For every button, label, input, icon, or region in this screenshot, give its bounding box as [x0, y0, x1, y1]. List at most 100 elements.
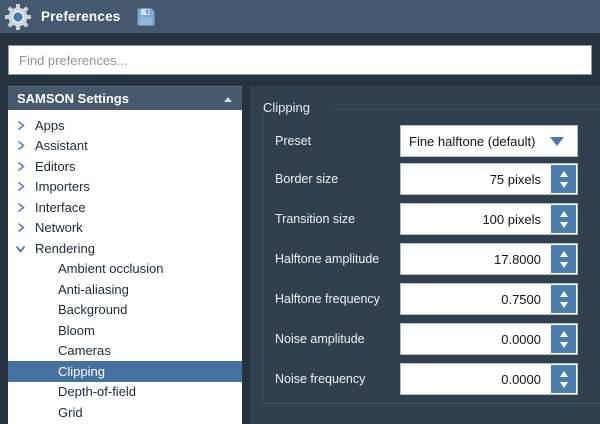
form-row-noise-amplitude: Noise amplitude 0.0000 [250, 323, 600, 355]
save-button[interactable] [136, 6, 157, 27]
spinbox-value[interactable]: 0.0000 [501, 331, 541, 347]
field-label: Halftone frequency [275, 292, 380, 306]
field-label: Noise amplitude [275, 332, 365, 346]
sidebar-item-label: Background [58, 302, 128, 318]
sidebar-item-network[interactable]: Network [8, 218, 242, 239]
chevron-right-icon[interactable] [14, 201, 27, 214]
sidebar-item-label: Depth-of-field [58, 384, 137, 400]
sidebar-item-clipping[interactable]: Clipping [8, 361, 242, 382]
sort-up-icon [224, 97, 232, 102]
sidebar-item-interface[interactable]: Interface [8, 197, 242, 218]
save-icon [137, 8, 155, 25]
search-input[interactable] [8, 45, 592, 75]
page-title: Preferences [41, 9, 121, 24]
spinbox-value[interactable]: 75 pixels [489, 171, 541, 187]
sidebar-item-bloom[interactable]: Bloom [8, 320, 242, 341]
spin-down-icon[interactable] [559, 381, 568, 388]
spin-up-icon[interactable] [559, 170, 568, 177]
groupbox-title: Clipping [263, 100, 310, 115]
preset-combobox[interactable]: Fine halftone (default) [400, 125, 578, 157]
chevron-right-icon[interactable] [14, 180, 27, 193]
border-size-spinbox[interactable]: 75 pixels [400, 163, 578, 195]
combobox-value: Fine halftone (default) [409, 133, 536, 149]
spin-up-icon[interactable] [559, 210, 568, 217]
chevron-down-icon[interactable] [550, 136, 564, 146]
field-label: Transition size [275, 212, 356, 226]
spin-buttons [551, 205, 576, 233]
sidebar-item-grid[interactable]: Grid [8, 402, 242, 423]
chevron-right-icon[interactable] [14, 160, 27, 173]
sidebar-item-label: Anti-aliasing [58, 281, 129, 297]
chevron-right-icon[interactable] [14, 221, 27, 234]
field-label: Halftone amplitude [275, 252, 380, 266]
form-row-halftone-amplitude: Halftone amplitude 17.8000 [250, 243, 600, 275]
halftone-frequency-spinbox[interactable]: 0.7500 [400, 283, 578, 315]
form-row-noise-frequency: Noise frequency 0.0000 [250, 363, 600, 395]
spin-buttons [551, 325, 576, 353]
sidebar-item-label: Rendering [35, 240, 95, 256]
spin-down-icon[interactable] [559, 341, 568, 348]
clipping-panel: Clipping Preset Fine halftone (default) Bo… [250, 86, 600, 424]
halftone-amplitude-spinbox[interactable]: 17.8000 [400, 243, 578, 275]
spin-up-icon[interactable] [559, 250, 568, 257]
tree-indent [8, 268, 58, 269]
sidebar-item-label: Interface [35, 199, 86, 215]
sidebar-item-label: Bloom [58, 322, 95, 338]
spinbox-value[interactable]: 100 pixels [482, 211, 541, 227]
tree-indent [8, 391, 58, 392]
sidebar-item-label: Grid [58, 404, 83, 420]
sidebar-item-background[interactable]: Background [8, 300, 242, 321]
gear-icon [3, 2, 32, 31]
form-row-transition-size: Transition size 100 pixels [250, 203, 600, 235]
tree-indent [8, 350, 58, 351]
sidebar-item-label: Importers [35, 179, 90, 195]
transition-size-spinbox[interactable]: 100 pixels [400, 203, 578, 235]
groupbox-border-top [332, 109, 600, 110]
spin-down-icon[interactable] [559, 181, 568, 188]
sidebar-item-ambient-occlusion[interactable]: Ambient occlusion [8, 259, 242, 280]
spin-buttons [551, 285, 576, 313]
sidebar-item-anti-aliasing[interactable]: Anti-aliasing [8, 279, 242, 300]
spin-up-icon[interactable] [559, 370, 568, 377]
sidebar-item-assistant[interactable]: Assistant [8, 136, 242, 157]
sidebar-item-label: Apps [35, 117, 65, 133]
settings-tree-header[interactable]: SAMSON Settings [8, 86, 242, 110]
sidebar-item-rendering[interactable]: Rendering [8, 238, 242, 259]
tree-indent [8, 330, 58, 331]
field-label: Border size [275, 172, 339, 186]
spin-down-icon[interactable] [559, 261, 568, 268]
chevron-right-icon[interactable] [14, 119, 27, 132]
spin-buttons [551, 365, 576, 393]
sidebar-item-cameras[interactable]: Cameras [8, 341, 242, 362]
spin-buttons [551, 245, 576, 273]
spin-up-icon[interactable] [559, 330, 568, 337]
spin-down-icon[interactable] [559, 221, 568, 228]
sidebar-item-depth-of-field[interactable]: Depth-of-field [8, 382, 242, 403]
sidebar-item-label: Editors [35, 158, 76, 174]
chevron-down-icon[interactable] [14, 242, 27, 255]
spinbox-value[interactable]: 0.0000 [501, 371, 541, 387]
sidebar-item-label: Cameras [58, 343, 111, 359]
groupbox-border-left [262, 109, 263, 403]
sidebar-item-editors[interactable]: Editors [8, 156, 242, 177]
form-row-preset: Preset Fine halftone (default) [250, 125, 600, 157]
sidebar-item-importers[interactable]: Importers [8, 177, 242, 198]
noise-amplitude-spinbox[interactable]: 0.0000 [400, 323, 578, 355]
titlebar: Preferences [0, 0, 600, 33]
noise-frequency-spinbox[interactable]: 0.0000 [400, 363, 578, 395]
spinbox-value[interactable]: 17.8000 [494, 251, 541, 267]
form-row-halftone-frequency: Halftone frequency 0.7500 [250, 283, 600, 315]
sidebar-item-label: Assistant [35, 138, 88, 154]
spin-up-icon[interactable] [559, 290, 568, 297]
groupbox-border-bottom [262, 403, 600, 404]
chevron-right-icon[interactable] [14, 139, 27, 152]
tree-indent [8, 412, 58, 413]
tree-indent [8, 289, 58, 290]
spinbox-value[interactable]: 0.7500 [501, 291, 541, 307]
sidebar-item-label: Network [35, 220, 83, 236]
spin-buttons [551, 165, 576, 193]
form-row-border-size: Border size 75 pixels [250, 163, 600, 195]
sidebar-item-label: Clipping [58, 363, 105, 379]
spin-down-icon[interactable] [559, 301, 568, 308]
sidebar-item-apps[interactable]: Apps [8, 115, 242, 136]
